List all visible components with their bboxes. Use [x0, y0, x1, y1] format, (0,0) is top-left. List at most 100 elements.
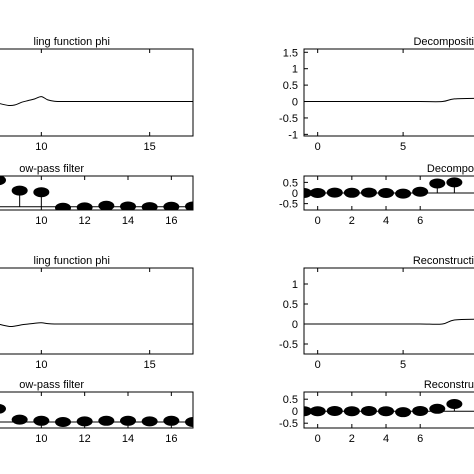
stem-marker	[120, 201, 136, 210]
y-tick-label: 0.5	[283, 394, 298, 406]
stem-marker	[429, 178, 446, 189]
stem-marker	[378, 188, 395, 198]
panel-title: Reconstru	[424, 379, 474, 391]
y-tick-label: 0	[292, 188, 298, 200]
stem-marker	[304, 188, 312, 198]
panel-title: Reconstructi	[413, 255, 474, 267]
stem-marker	[343, 406, 360, 417]
stem-marker	[309, 188, 326, 198]
stem-marker	[326, 187, 343, 198]
x-tick-label: 6	[417, 215, 423, 227]
y-tick-label: 0.5	[283, 299, 298, 311]
stem-marker	[55, 417, 71, 427]
stem-marker	[343, 187, 360, 198]
panel-left-4: ow-pass filter 10 12 14 16	[0, 379, 194, 445]
y-tick-label: 0.5	[283, 177, 298, 189]
panel-left-3: ling function phi 10 15	[0, 255, 194, 371]
x-tick-label: 0	[315, 215, 321, 227]
x-tick-label: 12	[79, 433, 91, 445]
plot-area	[304, 97, 474, 103]
axes-frame	[303, 48, 474, 137]
panel-title: ling function phi	[34, 36, 110, 48]
x-tick-label: 10	[35, 215, 47, 227]
stem-marker	[360, 187, 377, 198]
stem-marker	[11, 414, 28, 425]
plot-area	[0, 403, 193, 427]
stem-marker	[185, 417, 193, 427]
panel-title: ow-pass filter	[19, 163, 84, 175]
x-tick-label: 14	[122, 433, 134, 445]
stem-marker	[360, 405, 377, 416]
panel-title: Decompositi	[413, 36, 474, 48]
x-tick-label: 2	[349, 433, 355, 445]
panel-left-1: ling function phi 10 15	[0, 36, 194, 153]
y-tick-label: -0.5	[279, 339, 298, 351]
x-tick-label: 10	[35, 141, 47, 153]
stem-marker	[76, 202, 93, 210]
stem-marker	[446, 399, 463, 409]
stem-marker	[395, 188, 412, 199]
stem-marker	[0, 403, 6, 414]
x-tick-label: 5	[400, 359, 406, 371]
y-tick-label: 1	[292, 279, 298, 291]
x-tick-label: 16	[165, 215, 177, 227]
panel-title: ling function phi	[34, 255, 110, 267]
series-line	[304, 318, 474, 325]
plot-area	[0, 96, 193, 107]
panel-right-4: Reconstru 0 2 4 60.50-0.5	[279, 379, 474, 445]
stem-marker	[326, 405, 343, 416]
stem-marker	[446, 177, 463, 188]
panel-right-1: Decompositi 0 5 1.5 1 0.5 0 -0.5 -1	[279, 36, 474, 153]
y-tick-label: 0	[292, 319, 298, 331]
y-tick-label: -0.5	[279, 113, 298, 125]
series-line	[304, 97, 474, 103]
panel-title: Decompo	[427, 163, 474, 175]
plot-area	[0, 176, 193, 210]
y-tick-label: -1	[288, 129, 298, 141]
axes-frame	[0, 267, 194, 355]
plot-area	[0, 322, 193, 328]
x-tick-label: 12	[79, 215, 91, 227]
y-tick-label: -0.5	[279, 418, 298, 430]
axes-frame	[0, 48, 194, 137]
stem-marker	[185, 201, 193, 210]
plot-area	[304, 399, 474, 418]
stem-marker	[412, 186, 429, 197]
plot-area	[304, 318, 474, 325]
axes-frame	[0, 175, 194, 211]
x-tick-label: 0	[315, 359, 321, 371]
stem-marker	[120, 415, 136, 426]
panel-title: ow-pass filter	[19, 379, 84, 391]
x-tick-label: 15	[144, 141, 156, 153]
stem-marker	[395, 407, 412, 418]
stem-marker	[76, 416, 93, 427]
y-tick-label: 1.5	[283, 47, 298, 59]
y-tick-label: 0.5	[283, 80, 298, 92]
x-tick-label: 10	[35, 359, 47, 371]
stem-marker	[412, 405, 429, 416]
plot-area	[304, 177, 474, 199]
y-tick-label: -0.5	[279, 199, 298, 211]
y-tick-label: 1	[292, 64, 298, 76]
x-tick-label: 14	[122, 215, 134, 227]
stem-marker	[33, 415, 50, 426]
x-tick-label: 15	[144, 359, 156, 371]
x-tick-label: 0	[315, 141, 321, 153]
x-tick-label: 6	[417, 433, 423, 445]
panel-left-2: ow-pass filter 10 12 14 16	[0, 163, 194, 227]
stem-marker	[163, 415, 180, 426]
stem-marker	[33, 187, 50, 198]
y-tick-label: 0	[292, 406, 298, 418]
x-tick-label: 16	[165, 433, 177, 445]
x-tick-label: 4	[383, 215, 389, 227]
axes-frame	[303, 267, 474, 355]
stem-marker	[429, 403, 446, 414]
x-tick-label: 5	[400, 141, 406, 153]
panel-right-2: Decompo 0 2 4 60.50-0.5	[279, 163, 474, 227]
series-line	[0, 96, 193, 107]
stem-marker	[11, 185, 28, 196]
y-tick-label: 0	[292, 97, 298, 109]
stem-marker	[0, 176, 6, 186]
stem-marker	[309, 406, 326, 417]
